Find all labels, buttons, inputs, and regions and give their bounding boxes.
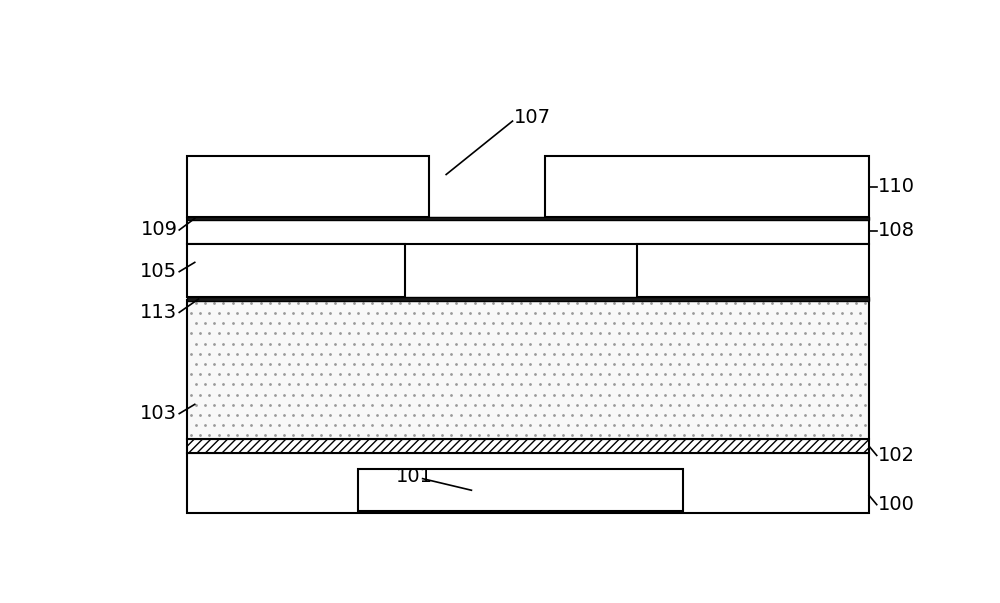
Text: 107: 107 bbox=[514, 109, 551, 127]
Bar bbox=[187, 300, 869, 439]
Bar bbox=[187, 216, 869, 220]
Text: 110: 110 bbox=[878, 177, 915, 196]
Bar bbox=[545, 156, 869, 216]
Text: 103: 103 bbox=[140, 404, 177, 423]
Bar bbox=[187, 297, 869, 301]
Text: 100: 100 bbox=[878, 495, 915, 514]
Text: 109: 109 bbox=[141, 221, 178, 239]
Bar bbox=[187, 439, 869, 453]
Text: 101: 101 bbox=[396, 467, 433, 486]
Text: 108: 108 bbox=[878, 221, 915, 241]
Bar bbox=[187, 218, 869, 244]
Bar bbox=[187, 244, 405, 297]
Text: 102: 102 bbox=[878, 446, 915, 465]
Text: 105: 105 bbox=[140, 262, 177, 281]
Bar bbox=[637, 244, 869, 297]
Bar bbox=[358, 469, 683, 511]
Bar bbox=[187, 156, 429, 216]
Bar bbox=[187, 453, 869, 513]
Text: 113: 113 bbox=[140, 303, 177, 322]
